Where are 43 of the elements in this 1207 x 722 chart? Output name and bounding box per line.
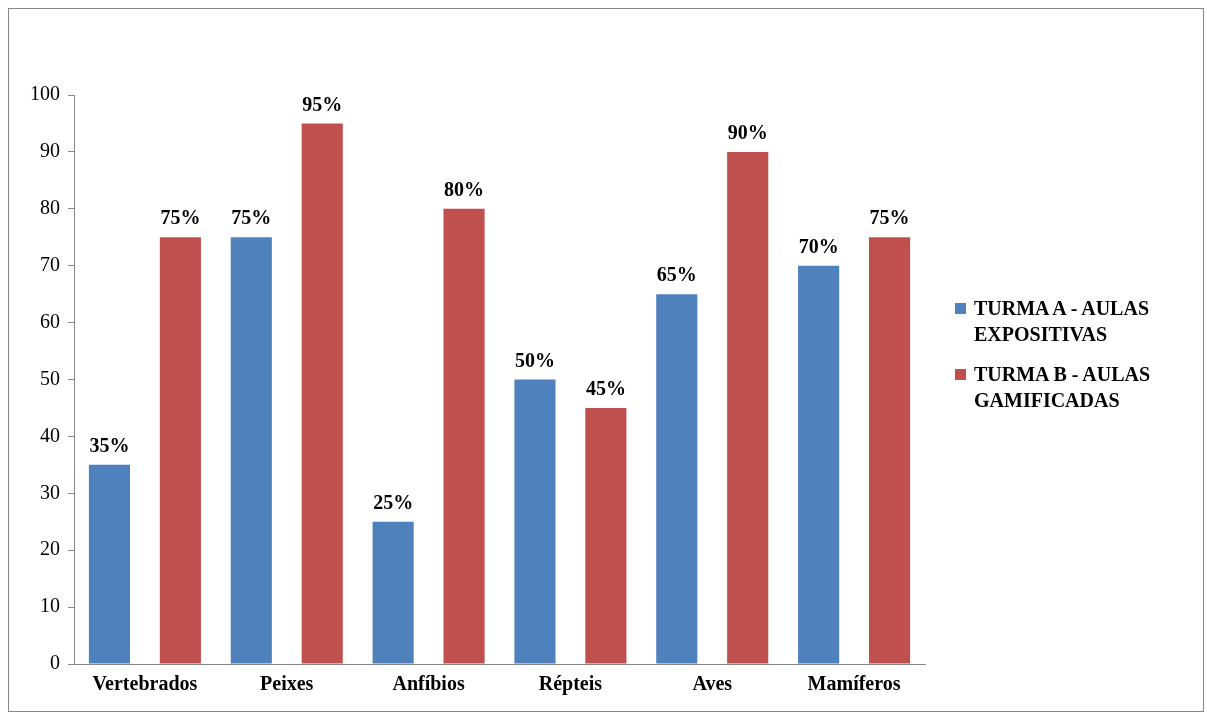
data-label: 35% <box>89 434 130 457</box>
data-label: 70% <box>798 234 839 257</box>
y-tick-label: 90 <box>40 139 60 162</box>
bar <box>585 407 627 664</box>
bar <box>443 208 485 664</box>
data-label: 75% <box>231 206 272 229</box>
y-tick-label: 10 <box>40 594 60 617</box>
bar <box>230 237 272 664</box>
data-label: 65% <box>656 263 697 286</box>
x-tick-label: Vertebrados <box>92 672 198 695</box>
bar <box>727 151 769 664</box>
y-tick-label: 100 <box>30 82 60 105</box>
legend-label: TURMA A - AULAS EXPOSITIVAS <box>974 296 1151 347</box>
bar <box>372 521 414 664</box>
x-tick-label: Peixes <box>260 672 314 695</box>
x-tick-label: Répteis <box>538 672 603 696</box>
y-tick-label: 70 <box>40 252 60 275</box>
bar <box>656 294 698 664</box>
y-tick-label: 80 <box>40 196 60 219</box>
y-tick-label: 0 <box>50 651 60 674</box>
data-label: 75% <box>160 206 201 229</box>
bar <box>868 237 911 664</box>
x-tick-label: Mamíferos <box>807 672 901 695</box>
x-tick-label: Aves <box>692 672 733 695</box>
data-label: 75% <box>869 206 910 229</box>
data-label: 50% <box>514 348 555 371</box>
bar <box>514 379 556 664</box>
data-label: 90% <box>727 121 768 144</box>
legend-label: TURMA B - AULAS GAMIFICADAS <box>974 362 1152 413</box>
x-tick-label: Anfíbios <box>392 672 465 695</box>
data-label: 45% <box>585 377 626 400</box>
bar <box>159 237 201 664</box>
bar <box>88 464 131 664</box>
bar <box>301 123 343 664</box>
y-tick-label: 40 <box>40 423 60 446</box>
y-tick-label: 20 <box>40 537 60 560</box>
y-tick-label: 30 <box>40 480 60 503</box>
y-tick-label: 50 <box>40 366 60 389</box>
data-label: 95% <box>302 92 343 115</box>
bar <box>798 265 840 664</box>
data-label: 25% <box>373 490 414 513</box>
data-label: 80% <box>444 177 485 200</box>
y-tick-label: 60 <box>40 309 60 332</box>
